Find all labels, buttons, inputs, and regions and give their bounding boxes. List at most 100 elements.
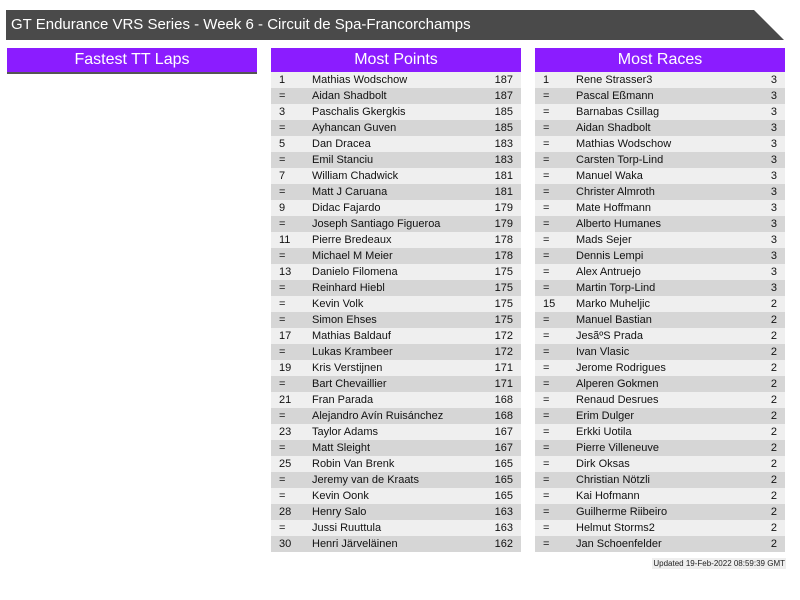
table-row: = Alberto Humanes 3: [535, 216, 785, 232]
rank: 19: [279, 362, 292, 374]
rank: =: [279, 282, 286, 294]
driver-name: Joseph Santiago Figueroa: [312, 218, 441, 230]
driver-name: Aidan Shadbolt: [312, 90, 387, 102]
table-row: = Kai Hofmann 2: [535, 488, 785, 504]
table-row: = Kevin Oonk 165: [271, 488, 521, 504]
rank: =: [543, 410, 550, 422]
rank: =: [543, 490, 550, 502]
table-row: = Alejandro Avín Ruisánchez 168: [271, 408, 521, 424]
rank: 9: [279, 202, 286, 214]
table-row: 11 Pierre Bredeaux 178: [271, 232, 521, 248]
table-row: 21 Fran Parada 168: [271, 392, 521, 408]
value: 168: [494, 410, 513, 422]
value: 181: [494, 186, 513, 198]
driver-name: Fran Parada: [312, 394, 374, 406]
table-row: = Matt J Caruana 181: [271, 184, 521, 200]
rank: =: [279, 314, 286, 326]
driver-name: Kevin Oonk: [312, 490, 369, 502]
rank: =: [543, 442, 550, 454]
table-row: = Christian Nötzli 2: [535, 472, 785, 488]
table-row: = Jerome Rodrigues 2: [535, 360, 785, 376]
table-row: = Alperen Gokmen 2: [535, 376, 785, 392]
rank: =: [279, 378, 286, 390]
value: 183: [494, 138, 513, 150]
table-row: = Alex Antruejo 3: [535, 264, 785, 280]
driver-name: Christian Nötzli: [576, 474, 650, 486]
rank: 15: [543, 298, 556, 310]
most-points-panel: Most Points 1 Mathias Wodschow 187 = Aidan S…: [271, 48, 521, 552]
driver-name: Jan Schoenfelder: [576, 538, 662, 550]
value: 175: [494, 266, 513, 278]
rank: =: [543, 218, 550, 230]
rank: 13: [279, 266, 292, 278]
table-row: = Christer Almroth 3: [535, 184, 785, 200]
table-row: 23 Taylor Adams 167: [271, 424, 521, 440]
value: 2: [770, 330, 777, 342]
value: 2: [770, 458, 777, 470]
rank: =: [543, 282, 550, 294]
value: 2: [770, 522, 777, 534]
table-row: 19 Kris Verstijnen 171: [271, 360, 521, 376]
value: 171: [494, 378, 513, 390]
table-row: = Jan Schoenfelder 2: [535, 536, 785, 552]
rank: 5: [279, 138, 286, 150]
table-row: = Guilherme Riibeiro 2: [535, 504, 785, 520]
value: 178: [494, 234, 513, 246]
driver-name: Pierre Bredeaux: [312, 234, 392, 246]
value: 165: [494, 490, 513, 502]
driver-name: Lukas Krambeer: [312, 346, 393, 358]
driver-name: JesãºS Prada: [576, 330, 643, 342]
rank: =: [279, 474, 286, 486]
value: 175: [494, 282, 513, 294]
rank: 23: [279, 426, 292, 438]
table-row: = Barnabas Csillag 3: [535, 104, 785, 120]
rank: =: [279, 410, 286, 422]
value: 3: [770, 138, 777, 150]
rank: 1: [543, 74, 550, 86]
rank: =: [279, 218, 286, 230]
driver-name: Alberto Humanes: [576, 218, 661, 230]
driver-name: Ivan Vlasic: [576, 346, 630, 358]
table-row: 17 Mathias Baldauf 172: [271, 328, 521, 344]
driver-name: Barnabas Csillag: [576, 106, 660, 118]
value: 185: [494, 122, 513, 134]
rank: =: [543, 378, 550, 390]
table-row: = Emil Stanciu 183: [271, 152, 521, 168]
driver-name: Kai Hofmann: [576, 490, 640, 502]
rank: =: [543, 266, 550, 278]
value: 2: [770, 474, 777, 486]
rank: =: [279, 490, 286, 502]
driver-name: Manuel Waka: [576, 170, 643, 182]
table-row: = Aidan Shadbolt 187: [271, 88, 521, 104]
driver-name: Alperen Gokmen: [576, 378, 659, 390]
value: 172: [494, 346, 513, 358]
driver-name: Manuel Bastian: [576, 314, 652, 326]
driver-name: Kevin Volk: [312, 298, 364, 310]
table-row: = Aidan Shadbolt 3: [535, 120, 785, 136]
driver-name: Mathias Wodschow: [576, 138, 672, 150]
updated-timestamp: Updated 19-Feb-2022 08:59:39 GMT: [652, 558, 786, 569]
rank: =: [543, 426, 550, 438]
driver-name: Henri Järveläinen: [312, 538, 398, 550]
table-row: = Ayhancan Guven 185: [271, 120, 521, 136]
rank: 7: [279, 170, 286, 182]
rank: 21: [279, 394, 292, 406]
driver-name: Dan Dracea: [312, 138, 371, 150]
driver-name: Kris Verstijnen: [312, 362, 383, 374]
driver-name: Alejandro Avín Ruisánchez: [312, 410, 444, 422]
table-row: = Carsten Torp-Lind 3: [535, 152, 785, 168]
table-row: = Helmut Storms2 2: [535, 520, 785, 536]
table-row: 9 Didac Fajardo 179: [271, 200, 521, 216]
table-row: = Jeremy van de Kraats 165: [271, 472, 521, 488]
value: 2: [770, 314, 777, 326]
driver-name: Alex Antruejo: [576, 266, 641, 278]
rank: =: [279, 346, 286, 358]
table-row: 13 Danielo Filomena 175: [271, 264, 521, 280]
value: 165: [494, 474, 513, 486]
table-row: = JesãºS Prada 2: [535, 328, 785, 344]
rank: 1: [279, 74, 286, 86]
rank: 3: [279, 106, 286, 118]
table-row: = Erim Dulger 2: [535, 408, 785, 424]
value: 163: [494, 522, 513, 534]
value: 168: [494, 394, 513, 406]
